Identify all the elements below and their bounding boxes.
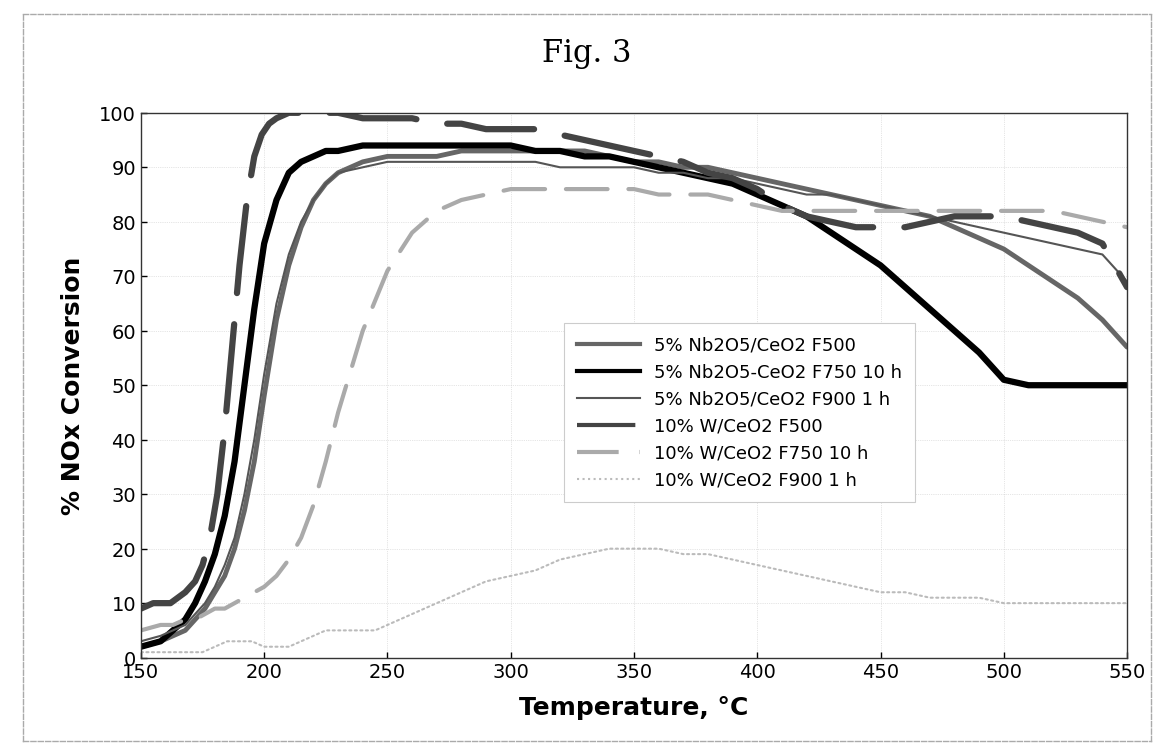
Y-axis label: % NOx Conversion: % NOx Conversion: [61, 256, 86, 515]
X-axis label: Temperature, °C: Temperature, °C: [519, 696, 749, 720]
Legend: 5% Nb2O5/CeO2 F500, 5% Nb2O5-CeO2 F750 10 h, 5% Nb2O5/CeO2 F900 1 h, 10% W/CeO2 : 5% Nb2O5/CeO2 F500, 5% Nb2O5-CeO2 F750 1…: [564, 324, 915, 502]
Text: Fig. 3: Fig. 3: [542, 38, 632, 69]
